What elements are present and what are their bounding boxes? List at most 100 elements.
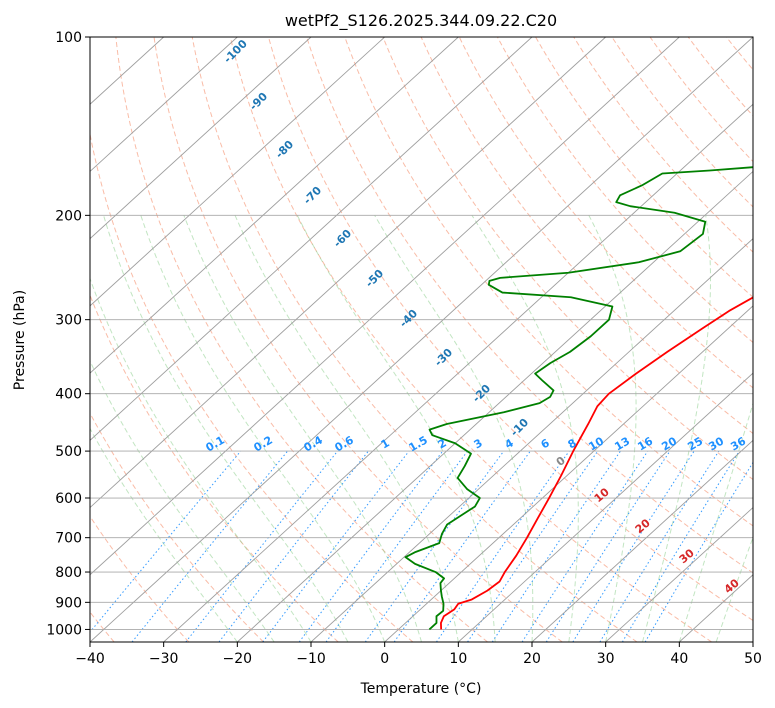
y-tick-label: 300	[55, 313, 82, 329]
mixing-ratio-line	[599, 450, 720, 642]
dry-adiabat-label: -60	[331, 227, 354, 250]
y-tick-label: 200	[55, 208, 82, 224]
isotherm-line	[90, 37, 385, 307]
dry-adiabat-label: -90	[247, 90, 270, 113]
y-tick-label: 700	[55, 531, 82, 547]
dry-adiabat	[90, 293, 339, 642]
mixing-ratio-line	[298, 450, 444, 642]
x-tick-label: 10	[449, 651, 467, 667]
x-tick-label: −30	[149, 651, 179, 667]
dry-adiabat	[229, 37, 712, 642]
dry-adiabat	[573, 37, 753, 253]
mixing-ratio-line	[572, 450, 695, 642]
dry-adiabat	[90, 515, 190, 642]
mixing-ratio-label: 3	[472, 436, 485, 451]
mixing-ratio-label: 4	[503, 436, 516, 451]
dry-adiabat	[90, 131, 414, 642]
mixing-ratio-label: 1	[379, 436, 392, 451]
mixing-ratio-label: 10	[586, 434, 606, 453]
moist-adiabat	[588, 215, 637, 642]
y-tick-label: 400	[55, 387, 82, 403]
mixing-ratio-line	[90, 450, 242, 633]
y-axis-label: Pressure (hPa)	[12, 290, 28, 390]
dry-adiabat	[420, 37, 753, 435]
y-tick-label: 500	[55, 444, 82, 460]
y-axis: 100 200 300 400 500 600 700 800 900 1000	[46, 30, 90, 638]
y-tick-label: 600	[55, 491, 82, 507]
mixing-ratio-line	[467, 450, 599, 642]
mixing-ratio-line	[621, 450, 740, 642]
x-tick-label: 50	[744, 651, 762, 667]
dewpoint-line	[404, 166, 753, 631]
mixing-ratio-line	[262, 450, 410, 642]
isotherm-line	[237, 170, 753, 642]
dry-adiabat-label: -70	[301, 184, 324, 207]
temperature-line	[440, 296, 753, 630]
isotherm-line	[752, 641, 753, 642]
mixing-ratio-line	[545, 450, 671, 642]
dry-adiabat-label: -100	[221, 37, 250, 66]
dry-adiabat	[763, 35, 775, 642]
moist-adiabat	[715, 536, 753, 642]
isotherm-line	[605, 506, 753, 642]
dry-adiabat-label: -40	[397, 307, 420, 330]
mixing-ratio-label: 13	[612, 435, 632, 454]
dry-adiabat-label: -10	[508, 416, 531, 439]
isotherm-line	[163, 103, 753, 642]
gridlines	[90, 37, 753, 642]
mixing-ratio-line	[218, 450, 369, 642]
dry-adiabat	[153, 37, 563, 642]
mixing-ratio-line	[185, 450, 338, 642]
mixing-ratio-line	[521, 450, 649, 642]
chart-title: wetPf2_S126.2025.344.09.22.C20	[285, 11, 557, 31]
dry-adiabat	[306, 37, 753, 574]
moist-adiabat	[103, 215, 349, 642]
y-tick-label: 100	[55, 30, 82, 46]
mixing-ratio-line	[436, 450, 570, 642]
mixing-ratio-line	[491, 450, 621, 642]
dry-adiabat-label: -20	[470, 382, 493, 405]
isotherm-line	[90, 37, 533, 441]
isotherm-line	[90, 37, 238, 173]
x-tick-label: 30	[597, 651, 615, 667]
dry-adiabat	[496, 37, 753, 344]
mixing-ratio-label: 25	[685, 435, 705, 454]
moist-adiabat	[183, 215, 422, 642]
dry-adiabat-label: -50	[363, 267, 386, 290]
mixing-ratio-label: 6	[539, 436, 552, 451]
moist-adiabat-label: 40	[722, 576, 742, 596]
dry-adiabat	[611, 37, 753, 208]
moist-adiabat	[471, 215, 579, 642]
dry-adiabat	[649, 37, 753, 163]
dry-adiabat	[344, 37, 753, 527]
y-tick-label: 900	[55, 595, 82, 611]
mixing-ratio-line	[131, 450, 288, 642]
x-tick-label: 40	[670, 651, 688, 667]
isotherm-line	[458, 372, 753, 642]
line-labels: 0.1 0.2 0.4 0.6 1 1.5 2 3 4 6 8 10 13 16 20 25 30 36-100-…	[204, 37, 749, 596]
dry-adiabat-label: -80	[273, 138, 296, 161]
x-tick-label: −10	[296, 651, 326, 667]
mixing-ratio-line	[325, 450, 468, 642]
mixing-ratio-line	[364, 450, 505, 642]
x-tick-label: −20	[223, 651, 253, 667]
dry-adiabat	[535, 37, 753, 298]
isotherm-line	[384, 305, 753, 642]
dry-adiabat	[687, 37, 753, 117]
x-axis-label: Temperature (°C)	[360, 681, 482, 697]
dry-adiabat	[191, 37, 638, 642]
moist-adiabat	[90, 277, 312, 642]
moist-adiabat-label: 30	[677, 546, 697, 566]
y-tick-label: 1000	[46, 622, 82, 638]
mixing-ratio-label: 30	[706, 434, 726, 453]
isotherm-line	[310, 238, 753, 642]
x-tick-label: −40	[75, 651, 105, 667]
moist-adiabat	[678, 401, 753, 642]
isotherm-line	[90, 37, 312, 240]
dry-adiabat	[725, 37, 753, 71]
isotherm-line	[90, 37, 459, 374]
moist-adiabat	[140, 215, 386, 642]
mixing-ratio-label: 20	[659, 434, 679, 453]
x-axis: −40 −30 −20 −10 0 10 20 30 40 50	[75, 642, 762, 667]
